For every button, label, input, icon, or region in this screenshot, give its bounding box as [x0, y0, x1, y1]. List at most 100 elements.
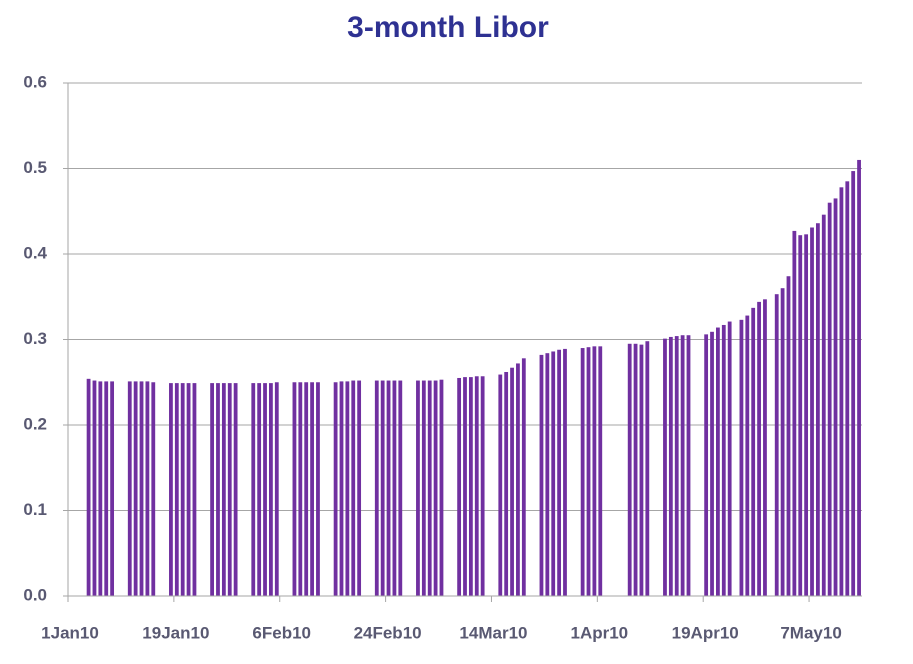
bar [433, 380, 438, 596]
bar [804, 234, 809, 596]
bar [298, 382, 303, 596]
bar [427, 380, 432, 596]
bar [716, 327, 720, 596]
bar [833, 198, 838, 597]
bar [392, 380, 397, 596]
bar [92, 380, 97, 596]
bar [86, 378, 91, 596]
bar [639, 344, 644, 596]
bar [357, 380, 362, 596]
bar [774, 294, 779, 596]
bar [316, 382, 320, 596]
bar [827, 202, 832, 596]
y-tick-label: 0.2 [23, 414, 47, 433]
bar [545, 353, 550, 596]
y-tick-label: 0.1 [23, 500, 47, 519]
bar [304, 382, 309, 596]
bar [668, 336, 673, 596]
bar [263, 383, 267, 596]
bar [227, 383, 232, 596]
bar [516, 363, 520, 596]
bar [474, 376, 479, 596]
bar [416, 380, 420, 596]
bar [310, 382, 314, 596]
bar [504, 371, 509, 596]
bar [598, 346, 603, 596]
bar [251, 383, 256, 596]
x-tick-label: 6Feb10 [252, 623, 311, 642]
bar [763, 299, 767, 596]
bar [133, 381, 138, 596]
bar [110, 381, 115, 596]
bar [421, 380, 426, 596]
bar [580, 348, 585, 596]
y-tick-label: 0.3 [23, 329, 47, 348]
bar [292, 382, 297, 596]
bar [792, 230, 797, 597]
x-tick-label: 19Jan10 [142, 623, 209, 642]
bar [145, 381, 150, 596]
bar [127, 381, 132, 596]
bar [398, 380, 403, 596]
bar [386, 380, 391, 596]
bar [274, 382, 279, 596]
bar [221, 383, 226, 596]
bar [192, 383, 197, 596]
bar [151, 382, 156, 596]
bar [810, 227, 814, 596]
bar [233, 383, 238, 596]
bar [563, 348, 567, 596]
bar [798, 235, 803, 596]
bar [633, 343, 638, 596]
bar [380, 380, 385, 596]
bar [345, 381, 350, 596]
bar [216, 383, 220, 596]
bar [269, 383, 273, 596]
bar [663, 338, 667, 596]
bar [851, 171, 856, 596]
x-tick-label: 1Jan10 [41, 623, 99, 642]
x-tick-label: 19Apr10 [672, 623, 739, 642]
bar [704, 334, 709, 596]
x-tick-label: 24Feb10 [354, 623, 422, 642]
bar [180, 383, 185, 596]
y-tick-label: 0.6 [23, 72, 47, 91]
bar [480, 376, 485, 596]
bar [821, 214, 826, 597]
bar [721, 324, 726, 596]
bar [521, 358, 526, 596]
x-tick-label: 7May10 [780, 623, 841, 642]
bar [745, 315, 750, 596]
bar [457, 377, 462, 596]
chart-title: 3-month Libor [347, 11, 549, 44]
bar [586, 347, 591, 596]
bar [439, 379, 444, 596]
y-tick-label: 0.4 [23, 243, 47, 262]
bar [463, 377, 467, 596]
bar [333, 382, 338, 596]
bar [169, 383, 173, 596]
x-tick-label: 1Apr10 [571, 623, 629, 642]
bar [780, 288, 785, 596]
bar [557, 349, 562, 596]
bar [645, 341, 650, 596]
bar [592, 346, 597, 596]
bar [139, 381, 144, 596]
x-tick-label: 14Mar10 [459, 623, 527, 642]
bar [727, 321, 732, 596]
bar [751, 307, 756, 596]
bar [551, 351, 556, 596]
bar [786, 276, 791, 596]
bar [539, 354, 544, 596]
bar [686, 335, 691, 596]
bar [845, 181, 850, 596]
bar [339, 381, 344, 596]
bar [680, 335, 685, 596]
bar [98, 381, 103, 596]
bar [739, 319, 744, 596]
bar [210, 383, 214, 596]
bar [510, 367, 514, 596]
bar [674, 336, 679, 596]
bar [351, 380, 356, 596]
